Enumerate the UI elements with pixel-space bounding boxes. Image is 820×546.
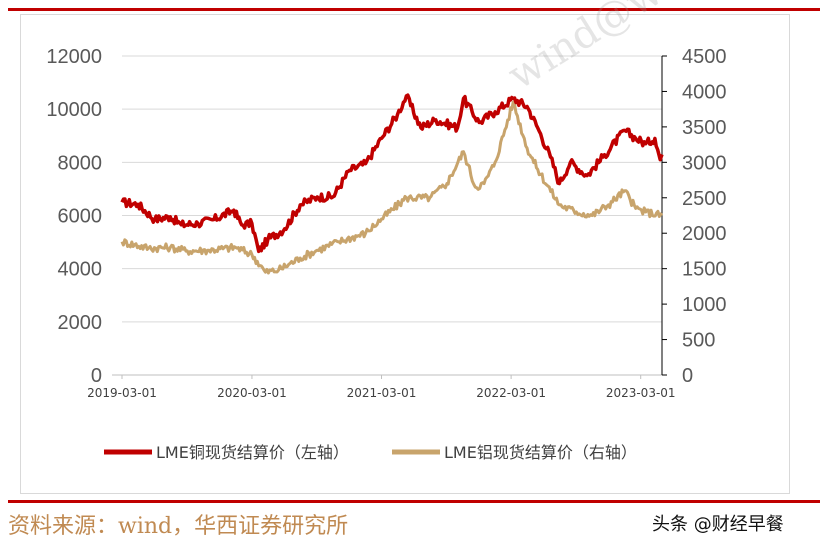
right-tick-label: 500 (682, 330, 715, 352)
right-tick-label: 2500 (682, 188, 727, 210)
bottom-divider (8, 500, 820, 503)
series (120, 93, 664, 275)
legend-label: LME铝现货结算价（右轴） (444, 443, 637, 462)
x-tick-label: 2021-03-01 (347, 386, 417, 400)
source-note: 资料来源：wind，华西证券研究所 (8, 514, 349, 539)
left-tick-label: 4000 (58, 259, 103, 281)
x-tick-label: 2023-03-01 (606, 386, 676, 400)
left-tick-label: 10000 (46, 99, 102, 121)
left-tick-label: 6000 (58, 206, 103, 228)
legend-label: LME铜现货结算价（左轴） (156, 443, 349, 462)
x-tick-label: 2019-03-01 (87, 386, 157, 400)
left-tick-label: 8000 (58, 152, 103, 174)
right-tick-label: 4500 (682, 46, 727, 68)
brand-label: 头条 @财经早餐 (652, 514, 784, 535)
series-line-aluminium (120, 100, 664, 275)
right-tick-label: 4000 (682, 81, 727, 103)
right-tick-label: 2000 (682, 223, 727, 245)
right-tick-label: 1500 (682, 259, 727, 281)
right-tick-label: 0 (682, 365, 693, 387)
left-tick-label: 0 (91, 365, 102, 387)
x-tick-label: 2020-03-01 (217, 386, 287, 400)
left-tick-label: 2000 (58, 312, 103, 334)
right-tick-label: 3500 (682, 117, 727, 139)
axes: 0 2000 4000 6000 8000 10000 12000 0 500 1000 1500 2… (46, 46, 726, 400)
gridlines (122, 55, 662, 323)
legend: LME铜现货结算价（左轴） LME铝现货结算价（右轴） (104, 443, 637, 462)
top-divider (8, 8, 820, 11)
right-tick-label: 3000 (682, 152, 727, 174)
left-tick-label: 12000 (46, 46, 102, 68)
right-tick-label: 1000 (682, 294, 727, 316)
x-tick-label: 2022-03-01 (476, 386, 546, 400)
series-line-copper (120, 93, 664, 254)
